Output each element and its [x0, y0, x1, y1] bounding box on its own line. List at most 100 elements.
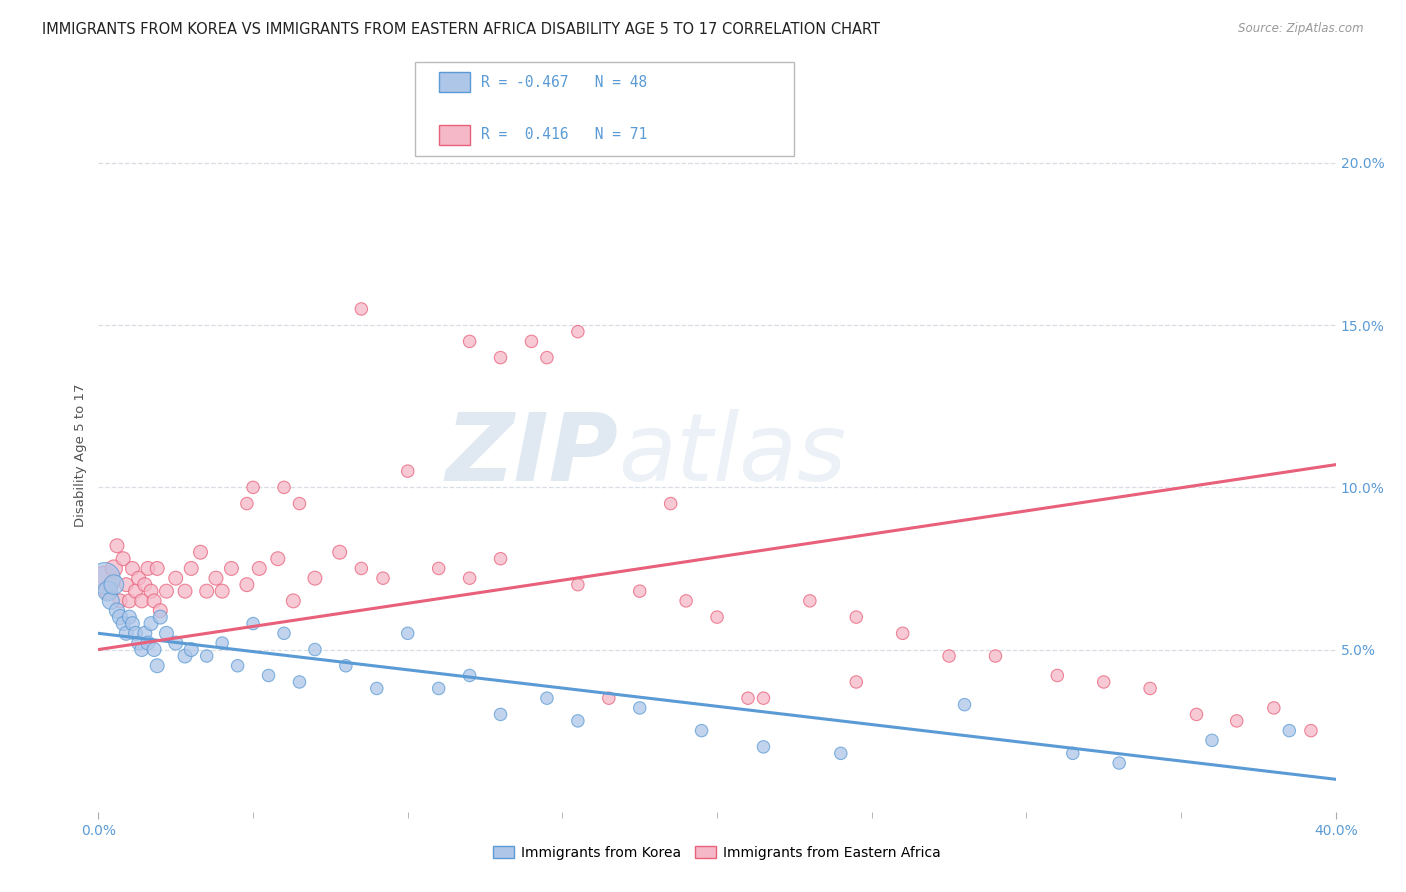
- Point: [737, 691, 759, 706]
- Point: [690, 723, 713, 738]
- Point: [1108, 756, 1130, 770]
- Point: [139, 584, 162, 599]
- Point: [242, 616, 264, 631]
- Point: [128, 636, 150, 650]
- Text: R =  0.416   N = 71: R = 0.416 N = 71: [481, 128, 647, 142]
- Point: [335, 658, 357, 673]
- Point: [953, 698, 976, 712]
- Point: [396, 464, 419, 478]
- Point: [458, 571, 481, 585]
- Point: [143, 594, 166, 608]
- Point: [628, 701, 651, 715]
- Point: [115, 626, 138, 640]
- Point: [100, 594, 122, 608]
- Point: [628, 584, 651, 599]
- Point: [489, 351, 512, 365]
- Point: [675, 594, 697, 608]
- Point: [427, 681, 450, 696]
- Point: [567, 577, 589, 591]
- Point: [427, 561, 450, 575]
- Point: [174, 584, 197, 599]
- Point: [489, 551, 512, 566]
- Point: [180, 642, 202, 657]
- Point: [536, 351, 558, 365]
- Point: [752, 691, 775, 706]
- Point: [536, 691, 558, 706]
- Point: [134, 577, 156, 591]
- Point: [1062, 747, 1084, 761]
- Point: [155, 584, 177, 599]
- Point: [149, 610, 172, 624]
- Point: [1139, 681, 1161, 696]
- Point: [108, 610, 131, 624]
- Point: [121, 616, 143, 631]
- Point: [304, 571, 326, 585]
- Point: [891, 626, 914, 640]
- Point: [242, 480, 264, 494]
- Point: [93, 571, 115, 585]
- Point: [211, 636, 233, 650]
- Point: [458, 668, 481, 682]
- Point: [938, 648, 960, 663]
- Point: [273, 480, 295, 494]
- Point: [174, 648, 197, 663]
- Point: [1263, 701, 1285, 715]
- Point: [100, 577, 122, 591]
- Point: [149, 604, 172, 618]
- Point: [1201, 733, 1223, 747]
- Point: [124, 626, 146, 640]
- Point: [146, 561, 169, 575]
- Point: [1092, 675, 1115, 690]
- Point: [190, 545, 212, 559]
- Point: [520, 334, 543, 349]
- Point: [236, 577, 259, 591]
- Point: [118, 610, 141, 624]
- Point: [350, 561, 373, 575]
- Point: [121, 561, 143, 575]
- Point: [128, 571, 150, 585]
- Point: [165, 636, 187, 650]
- Point: [1278, 723, 1301, 738]
- Point: [124, 584, 146, 599]
- Point: [1046, 668, 1069, 682]
- Point: [752, 739, 775, 754]
- Point: [97, 584, 120, 599]
- Point: [1226, 714, 1249, 728]
- Point: [283, 594, 305, 608]
- Point: [267, 551, 290, 566]
- Point: [112, 551, 135, 566]
- Point: [105, 604, 128, 618]
- Point: [1185, 707, 1208, 722]
- Point: [103, 577, 125, 591]
- Point: [845, 610, 868, 624]
- Point: [247, 561, 270, 575]
- Point: [134, 626, 156, 640]
- Point: [273, 626, 295, 640]
- Point: [329, 545, 352, 559]
- Point: [221, 561, 243, 575]
- Point: [799, 594, 821, 608]
- Point: [567, 325, 589, 339]
- Point: [118, 594, 141, 608]
- Point: [236, 497, 259, 511]
- Point: [211, 584, 233, 599]
- Point: [143, 642, 166, 657]
- Point: [984, 648, 1007, 663]
- Point: [598, 691, 620, 706]
- Text: IMMIGRANTS FROM KOREA VS IMMIGRANTS FROM EASTERN AFRICA DISABILITY AGE 5 TO 17 C: IMMIGRANTS FROM KOREA VS IMMIGRANTS FROM…: [42, 22, 880, 37]
- Point: [139, 616, 162, 631]
- Point: [845, 675, 868, 690]
- Point: [1299, 723, 1322, 738]
- Point: [93, 571, 115, 585]
- Legend: Immigrants from Korea, Immigrants from Eastern Africa: Immigrants from Korea, Immigrants from E…: [488, 840, 946, 865]
- Text: atlas: atlas: [619, 409, 846, 500]
- Point: [195, 648, 218, 663]
- Point: [195, 584, 218, 599]
- Point: [136, 561, 159, 575]
- Point: [396, 626, 419, 640]
- Point: [489, 707, 512, 722]
- Point: [706, 610, 728, 624]
- Point: [257, 668, 280, 682]
- Point: [180, 561, 202, 575]
- Point: [371, 571, 394, 585]
